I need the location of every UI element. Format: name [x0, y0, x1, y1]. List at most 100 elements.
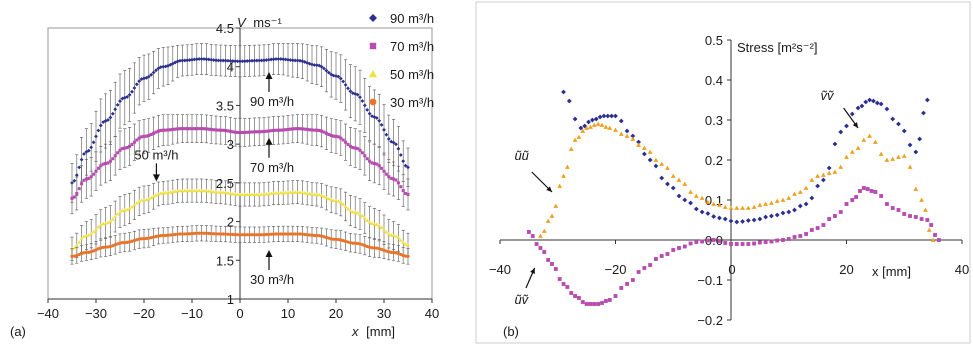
data-point	[734, 219, 740, 225]
data-point	[576, 134, 582, 139]
data-point	[137, 199, 142, 203]
data-point	[168, 233, 173, 237]
panel-b: (b) −40−2020400−0.2−0.10.00.10.20.30.40.…	[475, 1, 971, 344]
data-point	[230, 59, 235, 63]
data-point	[127, 92, 132, 97]
data-point	[142, 236, 146, 241]
data-point	[769, 213, 774, 219]
data-point	[182, 188, 187, 193]
data-point	[211, 189, 216, 194]
data-point	[332, 134, 336, 138]
data-point	[84, 250, 89, 255]
data-point	[792, 207, 797, 213]
data-point	[572, 137, 578, 142]
panel-b-ytick-label: −0.2	[697, 313, 723, 328]
data-point	[274, 232, 278, 236]
data-point	[826, 170, 832, 175]
data-point	[214, 232, 218, 236]
panel-a-xtick-label: −10	[181, 306, 203, 321]
data-point	[94, 169, 98, 173]
data-point	[389, 233, 394, 237]
data-point	[209, 189, 214, 193]
data-point	[401, 159, 406, 164]
data-point	[74, 243, 79, 247]
data-point	[209, 127, 213, 131]
data-point	[693, 206, 699, 212]
data-point	[221, 58, 226, 63]
data-point	[209, 231, 213, 236]
data-point	[218, 190, 223, 194]
data-point	[310, 192, 314, 196]
data-point	[139, 237, 144, 241]
data-point	[214, 58, 218, 63]
data-point	[838, 210, 843, 214]
data-point	[298, 58, 302, 63]
data-point	[797, 189, 803, 194]
legend-marker	[369, 42, 377, 50]
data-point	[161, 64, 166, 69]
data-point	[233, 59, 238, 64]
panel-a-xtick-label: 0	[236, 306, 243, 321]
data-point	[206, 189, 211, 193]
data-point	[566, 98, 572, 104]
data-point	[384, 230, 389, 234]
data-point	[223, 232, 228, 236]
data-point	[377, 223, 382, 228]
data-point	[334, 198, 338, 203]
data-point	[250, 58, 254, 63]
data-point	[72, 178, 77, 183]
data-point	[305, 233, 309, 237]
data-point	[659, 175, 665, 181]
data-point	[933, 233, 937, 237]
data-point	[240, 233, 245, 237]
data-point	[185, 127, 189, 131]
data-point	[125, 207, 130, 212]
data-point	[190, 188, 194, 193]
data-point	[216, 128, 220, 132]
panel-b-series-1	[538, 121, 936, 242]
data-point	[346, 206, 350, 211]
data-point	[600, 301, 604, 305]
data-point	[642, 266, 647, 270]
data-point	[372, 161, 376, 166]
data-point	[312, 192, 317, 196]
data-point	[207, 127, 211, 131]
data-point	[803, 201, 809, 207]
panel-b-xtick-label: −20	[604, 262, 626, 277]
data-point	[343, 83, 348, 87]
data-point	[252, 130, 256, 134]
data-point	[734, 205, 740, 210]
data-point	[913, 215, 918, 219]
data-point	[149, 132, 153, 137]
data-point	[757, 202, 763, 207]
data-point	[326, 70, 331, 75]
data-point	[798, 234, 803, 238]
data-point	[108, 219, 113, 223]
data-point	[885, 202, 889, 206]
data-point	[276, 57, 281, 61]
data-point	[391, 233, 396, 238]
data-point	[173, 60, 178, 65]
data-point	[137, 237, 141, 241]
data-point	[291, 127, 295, 131]
data-point	[147, 133, 151, 138]
data-point	[293, 232, 297, 236]
data-point	[711, 201, 717, 206]
data-point	[223, 190, 228, 195]
legend-marker	[369, 14, 377, 22]
data-point	[368, 159, 372, 163]
data-point	[682, 197, 688, 203]
data-point	[226, 129, 230, 133]
data-point	[901, 153, 907, 158]
data-point	[343, 204, 348, 208]
data-point	[336, 74, 341, 79]
data-point	[705, 238, 710, 243]
data-point	[286, 127, 290, 131]
data-point	[546, 258, 551, 262]
panel-a-ytick-label: 1.5	[216, 253, 234, 268]
data-point	[77, 240, 82, 244]
data-point	[572, 116, 578, 122]
data-point	[630, 133, 636, 139]
data-point	[240, 130, 244, 135]
data-point	[591, 122, 597, 127]
